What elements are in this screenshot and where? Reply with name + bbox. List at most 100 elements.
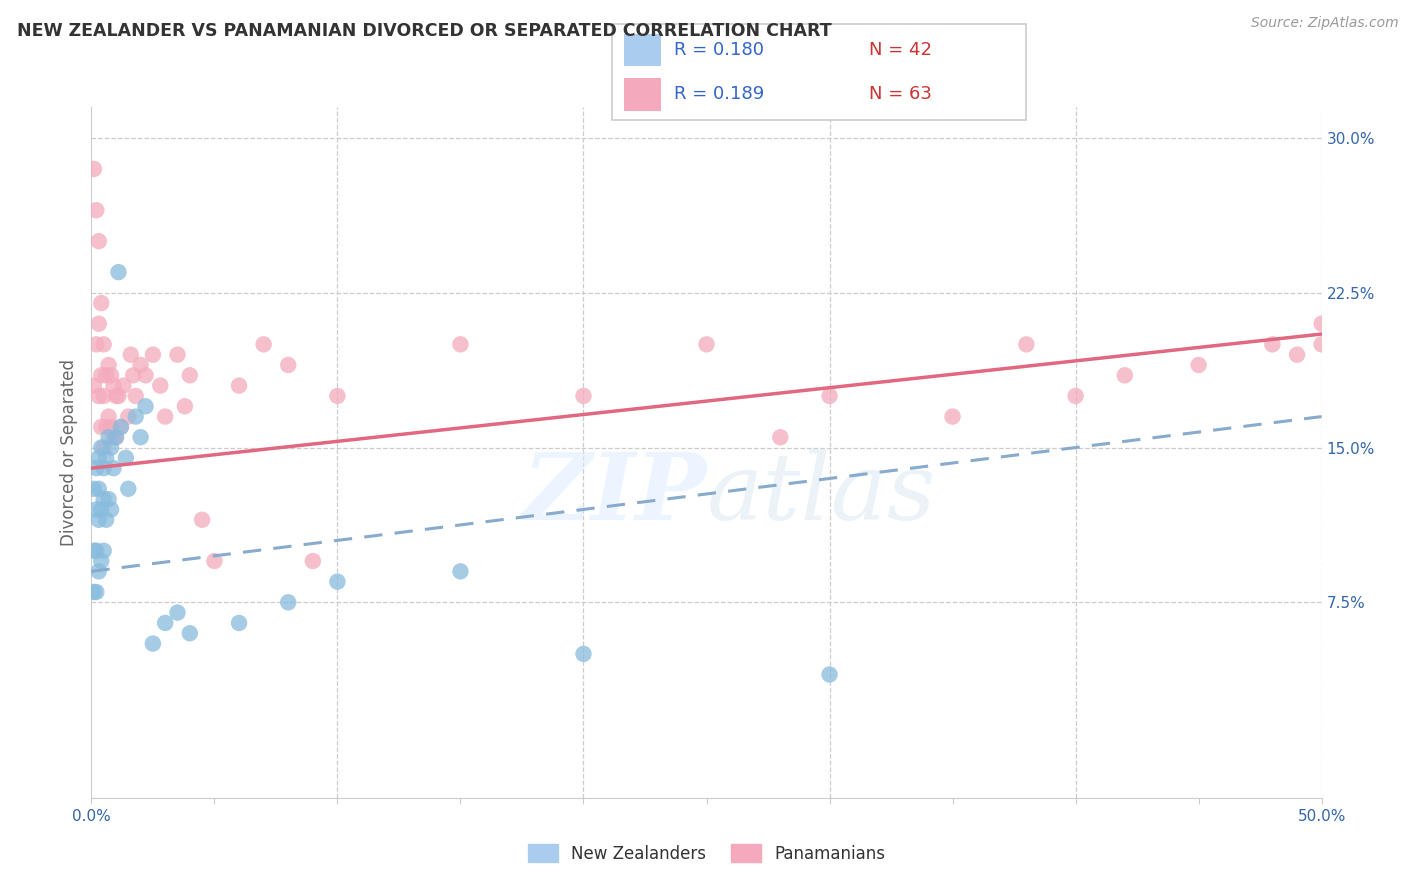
- Point: [83, 378, 105, 392]
- Point: [191, 513, 214, 527]
- Point: [135, 368, 156, 383]
- Point: [87, 234, 110, 248]
- Point: [326, 389, 349, 403]
- Text: N = 42: N = 42: [869, 41, 932, 59]
- Point: [100, 441, 122, 455]
- Point: [107, 265, 129, 279]
- Point: [142, 348, 165, 362]
- Point: [86, 585, 108, 599]
- Point: [301, 554, 323, 568]
- Point: [86, 502, 108, 516]
- Point: [202, 554, 225, 568]
- Point: [93, 389, 115, 403]
- Point: [97, 492, 120, 507]
- Point: [1285, 348, 1308, 362]
- Point: [149, 378, 172, 392]
- Point: [166, 606, 188, 620]
- Point: [1114, 368, 1136, 383]
- Point: [449, 337, 471, 351]
- Point: [90, 502, 112, 516]
- Point: [228, 378, 250, 392]
- Point: [179, 626, 201, 640]
- Point: [90, 420, 112, 434]
- Text: R = 0.189: R = 0.189: [673, 86, 763, 103]
- Point: [695, 337, 717, 351]
- Point: [83, 585, 105, 599]
- Point: [1360, 348, 1382, 362]
- Point: [90, 441, 112, 455]
- Legend: New Zealanders, Panamanians: New Zealanders, Panamanians: [522, 838, 891, 870]
- Point: [87, 317, 110, 331]
- Point: [1261, 337, 1284, 351]
- Point: [93, 543, 115, 558]
- Point: [87, 513, 110, 527]
- Point: [153, 409, 177, 424]
- Point: [87, 450, 110, 465]
- Point: [97, 430, 120, 444]
- Point: [153, 615, 177, 630]
- Text: Source: ZipAtlas.com: Source: ZipAtlas.com: [1251, 16, 1399, 30]
- Point: [87, 482, 110, 496]
- Point: [105, 430, 127, 444]
- Point: [86, 203, 108, 218]
- Point: [110, 420, 132, 434]
- Point: [96, 513, 117, 527]
- Point: [124, 409, 146, 424]
- Point: [96, 450, 117, 465]
- Point: [142, 636, 165, 650]
- Point: [90, 368, 112, 383]
- Point: [86, 337, 108, 351]
- Point: [97, 409, 120, 424]
- Point: [87, 565, 110, 579]
- Point: [818, 389, 841, 403]
- Text: NEW ZEALANDER VS PANAMANIAN DIVORCED OR SEPARATED CORRELATION CHART: NEW ZEALANDER VS PANAMANIAN DIVORCED OR …: [17, 22, 831, 40]
- Point: [112, 378, 135, 392]
- Point: [941, 409, 963, 424]
- Point: [228, 615, 250, 630]
- Point: [326, 574, 349, 589]
- Point: [124, 389, 146, 403]
- Point: [93, 492, 115, 507]
- Point: [96, 368, 117, 383]
- Point: [105, 389, 127, 403]
- Point: [93, 441, 115, 455]
- Point: [1015, 337, 1038, 351]
- Point: [277, 595, 299, 609]
- Point: [93, 461, 115, 475]
- Point: [166, 348, 188, 362]
- Point: [105, 430, 127, 444]
- Bar: [624, 78, 661, 111]
- Point: [103, 461, 125, 475]
- Y-axis label: Divorced or Separated: Divorced or Separated: [60, 359, 79, 546]
- Point: [100, 502, 122, 516]
- Point: [107, 389, 129, 403]
- Point: [1310, 337, 1333, 351]
- Text: ZIP: ZIP: [522, 450, 706, 539]
- Point: [90, 554, 112, 568]
- Point: [93, 337, 115, 351]
- Point: [103, 430, 125, 444]
- Point: [818, 667, 841, 681]
- Text: N = 63: N = 63: [869, 86, 932, 103]
- Point: [96, 420, 117, 434]
- Point: [110, 420, 132, 434]
- Point: [100, 368, 122, 383]
- Point: [1064, 389, 1087, 403]
- Point: [100, 420, 122, 434]
- Text: R = 0.180: R = 0.180: [673, 41, 763, 59]
- Point: [129, 358, 152, 372]
- Point: [86, 461, 108, 475]
- Point: [86, 543, 108, 558]
- Point: [87, 389, 110, 403]
- Point: [122, 368, 145, 383]
- Point: [97, 358, 120, 372]
- Point: [1187, 358, 1209, 372]
- Point: [135, 399, 156, 413]
- Point: [277, 358, 299, 372]
- Point: [83, 482, 105, 496]
- Point: [83, 543, 105, 558]
- Point: [90, 296, 112, 310]
- Point: [103, 378, 125, 392]
- Point: [120, 348, 142, 362]
- Point: [253, 337, 276, 351]
